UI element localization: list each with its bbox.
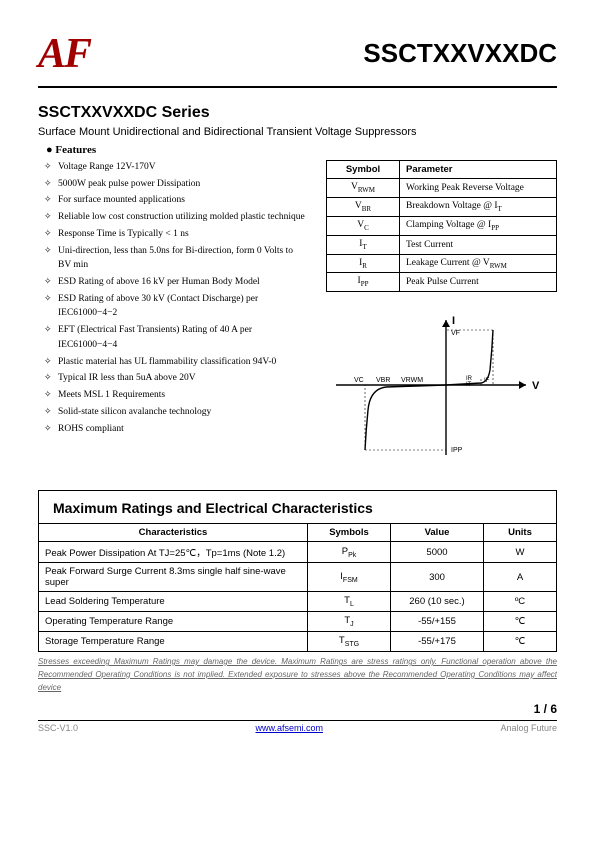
feature-item: ROHS compliant bbox=[58, 422, 308, 437]
feature-item: Meets MSL 1 Requirements bbox=[58, 388, 308, 403]
footer-left: SSC-V1.0 bbox=[38, 723, 78, 733]
maxtable-header: Symbols bbox=[308, 524, 391, 542]
page-header: AF SSCTXXVXXDC bbox=[38, 30, 557, 88]
symtable-cell: Working Peak Reverse Voltage bbox=[400, 179, 557, 198]
footer-link[interactable]: www.afsemi.com bbox=[255, 723, 323, 733]
maxtable-cell: W bbox=[484, 542, 557, 563]
maxtable-cell: Operating Temperature Range bbox=[39, 612, 308, 632]
series-title: SSCTXXVXXDC Series bbox=[38, 104, 557, 122]
symtable-cell: VC bbox=[327, 216, 400, 235]
subtitle: Surface Mount Unidirectional and Bidirec… bbox=[38, 126, 557, 138]
logo: AF bbox=[38, 30, 90, 78]
maxtable-cell: -55/+175 bbox=[391, 632, 484, 652]
iv-curve-chart: V I VC VBR VRWM VF bbox=[326, 310, 557, 460]
maxtable-cell: Storage Temperature Range bbox=[39, 632, 308, 652]
chart-label-ipp: IPP bbox=[451, 447, 463, 454]
maxtable-cell: 300 bbox=[391, 563, 484, 592]
feature-item: Response Time is Typically < 1 ns bbox=[58, 227, 308, 242]
feature-item: ESD Rating of above 30 kV (Contact Disch… bbox=[58, 292, 308, 321]
maxtable-cell: A bbox=[484, 563, 557, 592]
chart-label-vf: VF bbox=[451, 330, 460, 337]
maxtable-cell: ℃ bbox=[484, 632, 557, 652]
page-footer: SSC-V1.0 www.afsemi.com Analog Future bbox=[38, 720, 557, 733]
maxtable-header: Units bbox=[484, 524, 557, 542]
maxtable-cell: -55/+155 bbox=[391, 612, 484, 632]
stress-footnote: Stresses exceeding Maximum Ratings may d… bbox=[38, 656, 557, 694]
page-indicator: 1 / 6 bbox=[38, 702, 557, 716]
maxtable-cell: Peak Forward Surge Current 8.3ms single … bbox=[39, 563, 308, 592]
symtable-header-symbol: Symbol bbox=[327, 161, 400, 179]
symtable-cell: IPP bbox=[327, 273, 400, 292]
maxtable-cell: IFSM bbox=[308, 563, 391, 592]
symtable-cell: Peak Pulse Current bbox=[400, 273, 557, 292]
chart-x-label: V bbox=[532, 380, 540, 392]
part-number: SSCTXXVXXDC bbox=[363, 38, 557, 69]
feature-item: For surface mounted applications bbox=[58, 193, 308, 208]
feature-item: Typical IR less than 5uA above 20V bbox=[58, 371, 308, 386]
chart-label-vrwm: VRWM bbox=[401, 377, 423, 384]
footer-right: Analog Future bbox=[500, 723, 557, 733]
feature-item: Uni-direction, less than 5.0ns for Bi-di… bbox=[58, 244, 308, 273]
chart-label-it: IT bbox=[466, 382, 472, 388]
symtable-cell: Clamping Voltage @ IPP bbox=[400, 216, 557, 235]
maxtable-cell: PPk bbox=[308, 542, 391, 563]
maxtable-header: Characteristics bbox=[39, 524, 308, 542]
maxtable-cell: 5000 bbox=[391, 542, 484, 563]
chart-y-label: I bbox=[452, 315, 455, 327]
feature-item: Solid-state silicon avalanche technology bbox=[58, 405, 308, 420]
symtable-header-parameter: Parameter bbox=[400, 161, 557, 179]
chart-label-vbr: VBR bbox=[376, 377, 390, 384]
feature-item: EFT (Electrical Fast Transients) Rating … bbox=[58, 323, 308, 352]
feature-item: ESD Rating of above 16 kV per Human Body… bbox=[58, 275, 308, 290]
chart-label-if: IF bbox=[484, 378, 490, 384]
max-ratings-table: Maximum Ratings and Electrical Character… bbox=[38, 490, 557, 652]
symtable-cell: Breakdown Voltage @ IT bbox=[400, 197, 557, 216]
max-ratings-heading: Maximum Ratings and Electrical Character… bbox=[45, 494, 550, 520]
maxtable-cell: Peak Power Dissipation At TJ=25℃，Tp=1ms … bbox=[39, 542, 308, 563]
maxtable-cell: TSTG bbox=[308, 632, 391, 652]
symtable-cell: IR bbox=[327, 254, 400, 273]
symtable-cell: Leakage Current @ VRWM bbox=[400, 254, 557, 273]
features-list: Voltage Range 12V-170V 5000W peak pulse … bbox=[38, 160, 308, 436]
features-heading: Features bbox=[46, 144, 557, 156]
feature-item: 5000W peak pulse power Dissipation bbox=[58, 177, 308, 192]
maxtable-cell: TL bbox=[308, 592, 391, 612]
feature-item: Plastic material has UL flammability cla… bbox=[58, 355, 308, 370]
maxtable-cell: ºC bbox=[484, 592, 557, 612]
maxtable-cell: Lead Soldering Temperature bbox=[39, 592, 308, 612]
symtable-cell: IT bbox=[327, 235, 400, 254]
symtable-cell: VRWM bbox=[327, 179, 400, 198]
feature-item: Voltage Range 12V-170V bbox=[58, 160, 308, 175]
symbol-parameter-table: Symbol Parameter VRWMWorking Peak Revers… bbox=[326, 160, 557, 292]
feature-item: Reliable low cost construction utilizing… bbox=[58, 210, 308, 225]
maxtable-cell: TJ bbox=[308, 612, 391, 632]
maxtable-cell: ℃ bbox=[484, 612, 557, 632]
chart-label-vc: VC bbox=[354, 377, 364, 384]
symtable-cell: VBR bbox=[327, 197, 400, 216]
maxtable-cell: 260 (10 sec.) bbox=[391, 592, 484, 612]
maxtable-header: Value bbox=[391, 524, 484, 542]
symtable-cell: Test Current bbox=[400, 235, 557, 254]
